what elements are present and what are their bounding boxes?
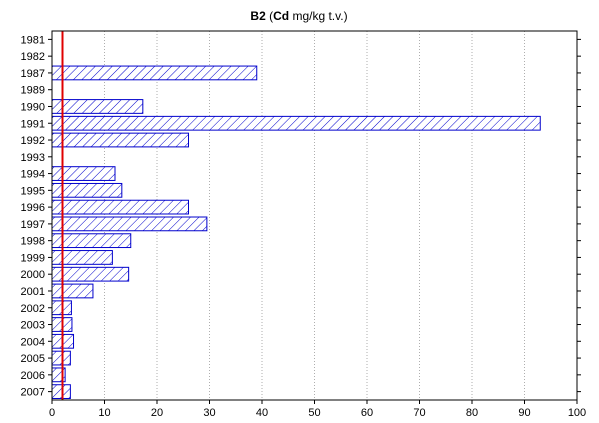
bar-1997 <box>51 216 208 232</box>
y-tick-label-1992: 1992 <box>21 135 45 147</box>
x-tick-label-0: 0 <box>49 407 55 419</box>
y-tick-label-1998: 1998 <box>21 236 45 248</box>
x-tick-label-100: 100 <box>568 407 586 419</box>
bar-2001 <box>51 283 94 299</box>
y-tick-label-2004: 2004 <box>21 336 45 348</box>
x-tick-label-90: 90 <box>518 407 530 419</box>
chart-title-unit: mg/kg t.v.) <box>289 9 347 23</box>
bar-2007 <box>51 384 71 399</box>
bar-1998 <box>51 233 132 249</box>
grid-lines <box>104 31 525 400</box>
bar-2005 <box>51 350 71 366</box>
bar-1991 <box>51 115 541 131</box>
bars <box>51 65 541 399</box>
bar-1992 <box>51 132 189 148</box>
x-tick-label-20: 20 <box>151 407 163 419</box>
y-tick-label-1990: 1990 <box>21 101 45 113</box>
chart-title-open: ( <box>266 9 273 23</box>
y-tick-label-2006: 2006 <box>21 370 45 382</box>
y-axis: 1981 1982 1987 1989 1990 1991 1992 1993 1994 1995… <box>21 34 581 399</box>
y-tick-label-2007: 2007 <box>21 387 45 399</box>
y-tick-label-1991: 1991 <box>21 118 45 130</box>
x-tick-label-50: 50 <box>308 407 320 419</box>
bar-1990 <box>51 99 144 114</box>
bar-1987 <box>51 65 258 81</box>
chart-title: B2 (Cd mg/kg t.v.) <box>250 9 347 23</box>
y-tick-label-1993: 1993 <box>21 152 45 164</box>
y-tick-label-1996: 1996 <box>21 202 45 214</box>
y-tick-label-1981: 1981 <box>21 34 45 46</box>
x-tick-label-30: 30 <box>203 407 215 419</box>
y-tick-label-2000: 2000 <box>21 269 45 281</box>
y-tick-label-2002: 2002 <box>21 303 45 315</box>
bar-1999 <box>51 250 113 265</box>
y-tick-label-1989: 1989 <box>21 85 45 97</box>
chart-title-element: Cd <box>273 9 289 23</box>
plot-frame <box>51 30 578 401</box>
y-tick-label-1999: 1999 <box>21 252 45 264</box>
x-tick-label-10: 10 <box>98 407 110 419</box>
bar-1994 <box>51 166 116 181</box>
x-tick-label-80: 80 <box>466 407 478 419</box>
y-tick-label-1995: 1995 <box>21 185 45 197</box>
y-tick-label-2003: 2003 <box>21 320 45 332</box>
y-tick-label-1997: 1997 <box>21 219 45 231</box>
bar-1996 <box>51 199 189 215</box>
x-tick-label-70: 70 <box>413 407 425 419</box>
y-tick-label-1987: 1987 <box>21 68 45 80</box>
y-tick-label-2001: 2001 <box>21 286 45 298</box>
y-tick-label-1982: 1982 <box>21 51 45 63</box>
x-tick-label-40: 40 <box>256 407 268 419</box>
y-tick-label-1994: 1994 <box>21 169 45 181</box>
chart-title-station: B2 <box>250 9 266 23</box>
x-axis: 0 10 20 30 40 50 60 70 80 90 100 <box>49 400 586 419</box>
y-tick-label-2005: 2005 <box>21 353 45 365</box>
x-tick-label-60: 60 <box>361 407 373 419</box>
